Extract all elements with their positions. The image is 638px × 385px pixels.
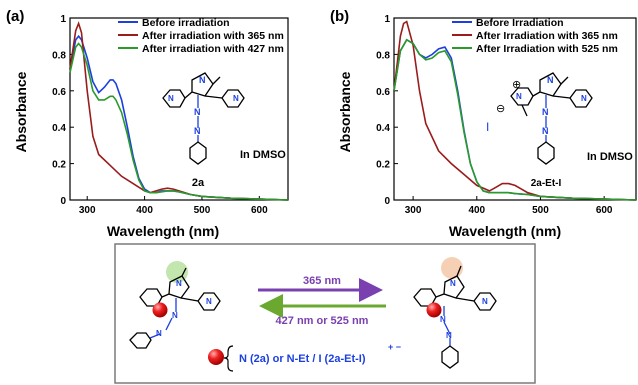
methyl-bond-a	[212, 76, 221, 85]
key-charge-marks: + −	[388, 342, 401, 352]
y-tick-label: 0.8	[376, 50, 390, 61]
legend-label: After irradiation with 427 nm	[142, 43, 284, 55]
compound-label-b: 2a-Et-I	[531, 178, 562, 189]
scheme-molecule-right: N N N N	[413, 257, 497, 369]
y-tick-label: 0	[384, 196, 390, 207]
atom-n-label: N	[172, 311, 178, 320]
panel-label-b: (b)	[330, 8, 349, 25]
y-tick-label: 1	[384, 14, 390, 25]
pyridine-right-a	[221, 89, 245, 108]
panel-label-a: (a)	[6, 8, 24, 25]
y-tick-label: 0.4	[52, 123, 66, 134]
atom-n-label: N	[542, 126, 549, 136]
legend-label: Before irradiation	[142, 17, 230, 29]
x-tick-label: 500	[532, 205, 549, 216]
atom-n-label: N	[194, 126, 201, 136]
phenyl-ring-b	[537, 141, 555, 165]
ethyl-bond	[521, 104, 528, 117]
chart-panel-a: (a) 300 400 500 600 0 0.2 0.4 0.6 0.8 1 Before irr…	[6, 8, 289, 239]
x-tick-label: 300	[405, 205, 422, 216]
y-tick-label: 0.2	[52, 160, 66, 171]
forward-arrow-label: 365 nm	[303, 275, 341, 287]
y-tick-label: 0.2	[376, 160, 390, 171]
y-tick-label: 1	[60, 14, 66, 25]
key-text: N (2a) or N-Et / I (2a-Et-I)	[239, 353, 366, 365]
compound-label-a: 2a	[192, 177, 205, 189]
series-line-3	[69, 42, 289, 201]
x-tick-label: 500	[194, 205, 211, 216]
legend-label: After irradiation with 365 nm	[142, 30, 284, 42]
y-tick-label: 0	[60, 196, 66, 207]
minus-charge: ⊖	[496, 103, 505, 115]
plot-area-b: 300 400 500 600 0 0.2 0.4 0.6 0.8 1 Before Irradia…	[376, 14, 637, 216]
atom-n-label: N	[542, 107, 549, 117]
photoswitch-scheme: N N N N 365 nm 427 nm or 525 nm	[114, 243, 536, 384]
x-axis-label-b: Wavelength (nm)	[449, 223, 561, 239]
axes-frame	[69, 17, 289, 201]
pyridine-right-b	[569, 89, 593, 108]
chart-panel-b: (b) 300 400 500 600 0 0.2 0.4 0.6 0.8 1 Before Irr…	[330, 8, 637, 239]
series-line-3	[393, 38, 637, 201]
legend-label: Before Irradiation	[476, 17, 564, 29]
atom-n-label: N	[440, 315, 446, 324]
phenyl-ring-a	[189, 141, 207, 165]
plot-area-a: 300 400 500 600 0 0.2 0.4 0.6 0.8 1 Before irradia…	[52, 14, 289, 216]
scheme-molecule-left: N N N N	[129, 261, 221, 349]
axes-frame	[393, 17, 637, 201]
atom-n-label: N	[168, 94, 174, 103]
x-tick-label: 600	[596, 205, 613, 216]
molecule-2a	[162, 72, 245, 165]
molecule-2a-et-i	[510, 72, 593, 165]
key-brace	[223, 345, 234, 372]
solvent-label-a: In DMSO	[240, 149, 286, 161]
x-tick-label: 400	[468, 205, 485, 216]
back-arrow-label: 427 nm or 525 nm	[276, 315, 369, 327]
pyrazole-ring-b	[539, 72, 562, 97]
atom-n-label: N	[156, 329, 162, 338]
pyridine-left-a	[162, 89, 186, 108]
y-tick-label: 0.4	[376, 123, 390, 134]
iodide-label: I	[486, 120, 489, 134]
legend-label: After Irradiation with 365 nm	[476, 30, 618, 42]
y-axis-label-b: Absorbance	[337, 71, 353, 152]
atom-n-label: N	[446, 331, 452, 340]
atom-n-label: N	[450, 279, 456, 288]
y-tick-label: 0.6	[376, 87, 390, 98]
x-tick-label: 300	[79, 205, 96, 216]
x-tick-label: 600	[251, 205, 268, 216]
solvent-label-b: In DMSO	[587, 151, 633, 163]
atom-n-label: N	[482, 297, 488, 306]
red-sphere	[152, 302, 168, 318]
atom-n-label: N	[199, 75, 206, 85]
plus-charge: ⊕	[512, 79, 521, 91]
y-tick-label: 0.6	[52, 87, 66, 98]
atom-n-label: N	[233, 94, 239, 103]
atom-n-label: N	[547, 75, 554, 85]
series-line-1	[393, 38, 637, 201]
atom-n-label: N	[581, 94, 587, 103]
y-axis-label-a: Absorbance	[13, 71, 29, 152]
atom-n-label: N	[516, 92, 522, 101]
pyrazole-ring-a	[191, 72, 214, 97]
series-line-1	[69, 34, 289, 201]
y-tick-label: 0.8	[52, 50, 66, 61]
series-line-2	[393, 20, 637, 201]
atom-n-label: N	[206, 297, 212, 306]
x-tick-label: 400	[136, 205, 153, 216]
atom-n-label: N	[194, 107, 201, 117]
legend-label: After Irradiation with 525 nm	[476, 43, 618, 55]
key-red-sphere	[208, 349, 224, 365]
red-sphere	[426, 302, 442, 318]
atom-n-label: N	[176, 279, 182, 288]
x-axis-label-a: Wavelength (nm)	[107, 223, 219, 239]
